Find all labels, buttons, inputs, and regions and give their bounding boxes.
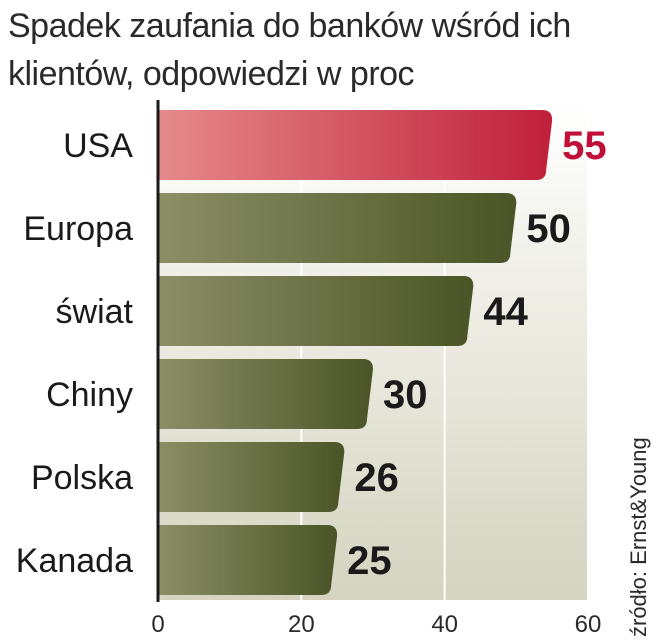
value-label: 55 (562, 124, 607, 168)
x-tick-label: 40 (431, 611, 458, 638)
category-label: Kanada (16, 542, 133, 580)
value-label: 26 (354, 456, 399, 500)
value-label: 25 (347, 539, 392, 583)
plot-background (158, 100, 588, 600)
value-label: 30 (383, 373, 428, 417)
source-note: źródło: Ernst&Young (626, 375, 652, 637)
value-label: 50 (526, 207, 571, 251)
bar (158, 442, 345, 512)
category-label: Polska (31, 459, 133, 497)
category-label: Europa (23, 210, 133, 248)
source-text: źródło: Ernst&Young (626, 437, 651, 637)
bar (158, 276, 474, 346)
bar (158, 525, 338, 595)
value-label: 44 (483, 290, 528, 334)
category-label: Chiny (46, 376, 133, 414)
chart-title: Spadek zaufania do banków wśród ich klie… (8, 7, 571, 93)
x-tick-label: 20 (288, 611, 315, 638)
bar (158, 359, 373, 429)
bar (158, 193, 517, 263)
x-tick-label: 0 (151, 611, 164, 638)
bar (158, 110, 553, 180)
category-label: świat (56, 293, 134, 331)
category-label: USA (63, 127, 133, 165)
x-tick-label: 60 (575, 611, 602, 638)
